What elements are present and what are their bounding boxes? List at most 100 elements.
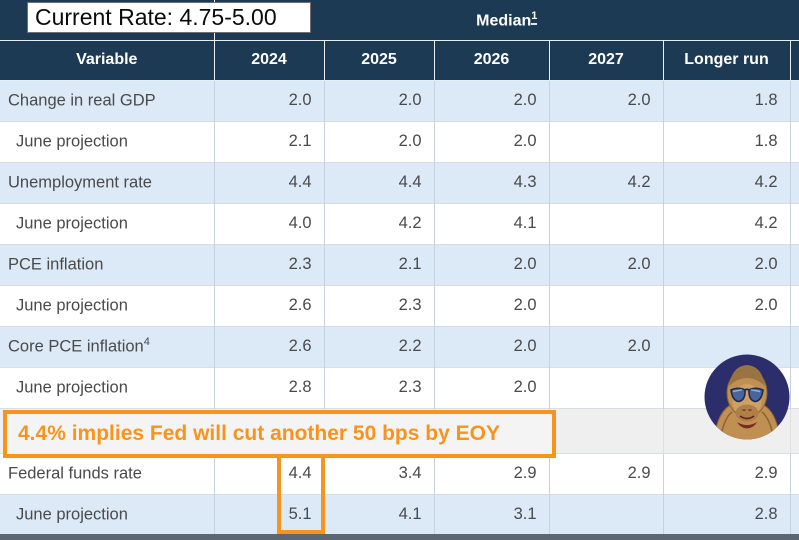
gorilla-sunglasses-avatar-icon xyxy=(704,354,790,440)
value-cell-longer-run: 1.8 xyxy=(663,120,791,162)
row-label: June projection xyxy=(0,202,215,244)
value-cell-longer-run: 2.0 xyxy=(663,284,791,326)
row-label-text: Unemployment rate xyxy=(8,173,152,192)
table-row: Unemployment rate 4.4 4.4 4.3 4.2 4.2 xyxy=(0,161,799,203)
value-cell-2027: 2.0 xyxy=(549,79,664,121)
row-label: Federal funds rate xyxy=(0,452,215,494)
row-label-text: June projection xyxy=(16,296,128,315)
column-header-longer-run: Longer run xyxy=(662,39,791,81)
row-label-text: Federal funds rate xyxy=(8,464,142,483)
value-cell-longer-run: 4.2 xyxy=(663,161,791,203)
value-cell-2024: 5.1 xyxy=(214,493,325,534)
table-body: Change in real GDP 2.0 2.0 2.0 2.0 1.8 J… xyxy=(0,79,799,534)
value-cell-2024: 2.0 xyxy=(214,79,325,121)
value-cell-longer-run: 4.2 xyxy=(663,202,791,244)
table-row: Change in real GDP 2.0 2.0 2.0 2.0 1.8 xyxy=(0,79,799,121)
value-cell-2024: 2.3 xyxy=(214,243,325,285)
table-row: Core PCE inflation4 2.6 2.2 2.0 2.0 xyxy=(0,325,799,367)
sliver-cell xyxy=(790,452,799,494)
value-cell-2025: 2.3 xyxy=(324,366,435,408)
row-label-text: June projection xyxy=(16,132,128,151)
value-cell-2025: 4.2 xyxy=(324,202,435,244)
value-cell-2026: 4.3 xyxy=(434,161,550,203)
row-label-text: Core PCE inflation xyxy=(8,337,144,356)
column-header-2025: 2025 xyxy=(323,39,435,81)
table-bottom-border xyxy=(0,534,799,540)
sliver-cell xyxy=(790,79,799,121)
value-cell-2024: 4.0 xyxy=(214,202,325,244)
value-cell-2026: 2.0 xyxy=(434,284,550,326)
value-cell-2026: 3.1 xyxy=(434,493,550,534)
section-header: Median1 xyxy=(213,0,799,41)
column-header-variable: Variable xyxy=(0,39,215,81)
value-cell-2025: 2.2 xyxy=(324,325,435,367)
value-cell-2027 xyxy=(549,366,664,408)
table-row: June projection 2.6 2.3 2.0 2.0 xyxy=(0,284,799,326)
sliver-cell xyxy=(790,407,799,453)
value-cell-2026: 2.0 xyxy=(434,325,550,367)
value-cell-2024: 4.4 xyxy=(214,161,325,203)
value-cell-2027 xyxy=(549,493,664,534)
value-cell-2026: 2.0 xyxy=(434,243,550,285)
value-cell-2025: 2.3 xyxy=(324,284,435,326)
value-cell-2024: 2.6 xyxy=(214,284,325,326)
value-cell-2027: 2.0 xyxy=(549,243,664,285)
value-cell-2026: 2.0 xyxy=(434,120,550,162)
section-header-label: Median xyxy=(476,11,532,29)
value-cell-2026: 2.0 xyxy=(434,79,550,121)
value-cell-2027 xyxy=(549,120,664,162)
sliver-cell xyxy=(790,243,799,285)
value-cell-longer-run: 2.9 xyxy=(663,452,791,494)
row-label: Core PCE inflation4 xyxy=(0,325,215,367)
sliver-cell xyxy=(790,284,799,326)
value-cell-2024: 2.8 xyxy=(214,366,325,408)
value-cell-2026: 4.1 xyxy=(434,202,550,244)
value-cell-2027 xyxy=(549,407,664,453)
sliver-cell xyxy=(790,161,799,203)
sliver-cell xyxy=(790,325,799,367)
column-header-row: Variable 2024 2025 2026 2027 Longer run xyxy=(0,39,799,81)
value-cell-longer-run: 2.0 xyxy=(663,243,791,285)
table-row: June projection 4.0 4.2 4.1 4.2 xyxy=(0,202,799,244)
row-label: June projection xyxy=(0,493,215,534)
value-cell-longer-run: 1.8 xyxy=(663,79,791,121)
value-cell-2026: 2.0 xyxy=(434,366,550,408)
column-header-2026: 2026 xyxy=(433,39,550,81)
table-row: June projection 5.1 4.1 3.1 2.8 xyxy=(0,493,799,534)
row-label: June projection xyxy=(0,120,215,162)
table-row: PCE inflation 2.3 2.1 2.0 2.0 2.0 xyxy=(0,243,799,285)
value-cell-2024: 2.6 xyxy=(214,325,325,367)
row-label-text: June projection xyxy=(16,214,128,233)
row-label: Change in real GDP xyxy=(0,79,215,121)
value-cell-2024: 4.4 xyxy=(214,452,325,494)
value-cell-2025: 3.4 xyxy=(324,452,435,494)
sliver-cell xyxy=(790,493,799,534)
value-cell-2027 xyxy=(549,284,664,326)
sliver-cell xyxy=(790,120,799,162)
fed-cut-annotation: 4.4% implies Fed will cut another 50 bps… xyxy=(3,410,556,458)
row-label: PCE inflation xyxy=(0,243,215,285)
value-cell-2025: 4.1 xyxy=(324,493,435,534)
column-header-sliver xyxy=(789,39,799,81)
row-label-text: Change in real GDP xyxy=(8,91,156,110)
footnote-1-link[interactable]: 1 xyxy=(531,9,538,25)
row-label-text: June projection xyxy=(16,505,128,524)
value-cell-2025: 2.0 xyxy=(324,79,435,121)
row-label-footnote: 4 xyxy=(143,336,150,349)
sliver-cell xyxy=(790,366,799,408)
value-cell-2025: 2.0 xyxy=(324,120,435,162)
table-row: June projection 2.1 2.0 2.0 1.8 xyxy=(0,120,799,162)
row-label-text: June projection xyxy=(16,378,128,397)
row-label: June projection xyxy=(0,366,215,408)
column-header-2027: 2027 xyxy=(548,39,664,81)
sliver-cell xyxy=(790,202,799,244)
value-cell-2027: 4.2 xyxy=(549,161,664,203)
value-cell-longer-run: 2.8 xyxy=(663,493,791,534)
value-cell-2024: 2.1 xyxy=(214,120,325,162)
table-row: Federal funds rate 4.4 3.4 2.9 2.9 2.9 xyxy=(0,452,799,494)
table-row: June projection 2.8 2.3 2.0 xyxy=(0,366,799,408)
row-label: Unemployment rate xyxy=(0,161,215,203)
current-rate-annotation: Current Rate: 4.75-5.00 xyxy=(27,2,311,33)
